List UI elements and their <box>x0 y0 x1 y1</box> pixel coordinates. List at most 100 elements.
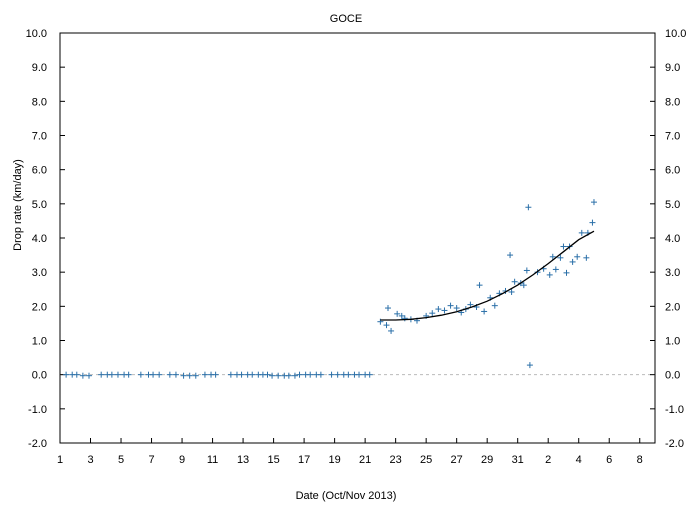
y-tick-label-right: 10.0 <box>665 28 686 40</box>
data-point <box>192 372 199 379</box>
data-point <box>467 301 474 308</box>
data-point <box>79 372 86 379</box>
data-point <box>249 371 256 378</box>
y-tick-label-left: 5.0 <box>32 199 47 211</box>
y-tick-label-left: 7.0 <box>32 131 47 143</box>
data-point <box>150 371 157 378</box>
data-point <box>398 312 405 319</box>
data-point <box>328 371 335 378</box>
x-tick-label: 9 <box>179 454 185 466</box>
data-point <box>507 252 514 259</box>
data-point <box>296 371 303 378</box>
data-point <box>269 372 276 379</box>
data-point <box>476 282 483 289</box>
data-point <box>73 371 80 378</box>
data-point <box>569 258 576 265</box>
data-point <box>523 267 530 274</box>
data-point <box>589 219 596 226</box>
data-point <box>345 371 352 378</box>
y-tick-label-left: 4.0 <box>32 233 47 245</box>
data-point <box>491 302 498 309</box>
data-point <box>63 371 70 378</box>
data-point <box>401 315 408 322</box>
data-point <box>98 371 105 378</box>
y-tick-label-left: 0.0 <box>32 370 47 382</box>
data-point <box>291 372 298 379</box>
y-tick-label-right: 7.0 <box>665 131 680 143</box>
data-point <box>394 310 401 317</box>
data-point <box>238 371 245 378</box>
x-tick-label: 1 <box>57 454 63 466</box>
y-tick-label-left: 1.0 <box>32 336 47 348</box>
data-point <box>574 253 581 260</box>
data-point <box>560 243 567 250</box>
chart-title: GOCE <box>330 13 362 25</box>
fit-curve-group <box>380 230 595 321</box>
data-point <box>180 372 187 379</box>
data-point <box>383 322 390 329</box>
y-tick-label-left: 9.0 <box>32 62 47 74</box>
data-point <box>114 371 121 378</box>
y-tick-label-left: 2.0 <box>32 301 47 313</box>
y-tick-label-left: 6.0 <box>32 165 47 177</box>
data-point <box>285 372 292 379</box>
data-point <box>578 229 585 236</box>
data-point <box>583 254 590 261</box>
y-tick-label-left: 10.0 <box>26 28 47 40</box>
data-point <box>546 271 553 278</box>
data-point <box>317 371 324 378</box>
y-tick-label-right: 2.0 <box>665 301 680 313</box>
y-tick-label-left: 3.0 <box>32 267 47 279</box>
data-point <box>557 254 564 261</box>
data-point <box>377 318 384 325</box>
x-tick-label: 11 <box>207 454 218 466</box>
x-tick-label: 3 <box>87 454 93 466</box>
data-point <box>85 372 92 379</box>
x-tick-label: 19 <box>328 454 340 466</box>
data-point <box>508 288 515 295</box>
data-point <box>156 371 163 378</box>
data-point <box>108 371 115 378</box>
data-point <box>511 278 518 285</box>
data-point <box>137 371 144 378</box>
data-point <box>481 308 488 315</box>
y-tick-label-right: 3.0 <box>665 267 680 279</box>
data-point <box>166 371 173 378</box>
x-axis-ticks: 1 3 5 7 9 11 13 15 17 19 21 23 25 27 29 31 2 4 6 8 <box>57 438 643 466</box>
data-point <box>366 371 373 378</box>
data-point <box>435 306 442 313</box>
y-tick-label-right: -2.0 <box>665 438 684 450</box>
data-point <box>125 371 132 378</box>
data-point <box>563 269 570 276</box>
data-point <box>520 282 527 289</box>
data-point <box>525 204 532 211</box>
x-tick-label: 15 <box>267 454 279 466</box>
data-point <box>385 305 392 312</box>
y-tick-label-right: 4.0 <box>665 233 680 245</box>
data-point <box>356 371 363 378</box>
data-point <box>549 253 556 260</box>
data-point <box>307 371 314 378</box>
x-axis-label: Date (Oct/Nov 2013) <box>296 490 397 502</box>
y-tick-label-right: -1.0 <box>665 404 684 416</box>
x-tick-label: 25 <box>420 454 432 466</box>
x-tick-label: 8 <box>637 454 643 466</box>
x-tick-label: 4 <box>576 454 582 466</box>
data-point <box>186 372 193 379</box>
x-tick-label: 31 <box>512 454 524 466</box>
y-tick-label-right: 6.0 <box>665 165 680 177</box>
x-tick-label: 21 <box>359 454 371 466</box>
x-tick-label: 13 <box>237 454 249 466</box>
y-tick-label-right: 8.0 <box>665 96 680 108</box>
x-tick-label: 7 <box>148 454 154 466</box>
plot-area <box>59 32 656 444</box>
data-point <box>201 371 208 378</box>
plot-border <box>59 32 656 444</box>
data-point <box>275 372 282 379</box>
data-point <box>447 302 454 309</box>
x-tick-label: 29 <box>481 454 493 466</box>
y-tick-label-left: -1.0 <box>28 404 47 416</box>
y-axis-label: Drop rate (km/day) <box>12 159 24 251</box>
data-point <box>264 371 271 378</box>
